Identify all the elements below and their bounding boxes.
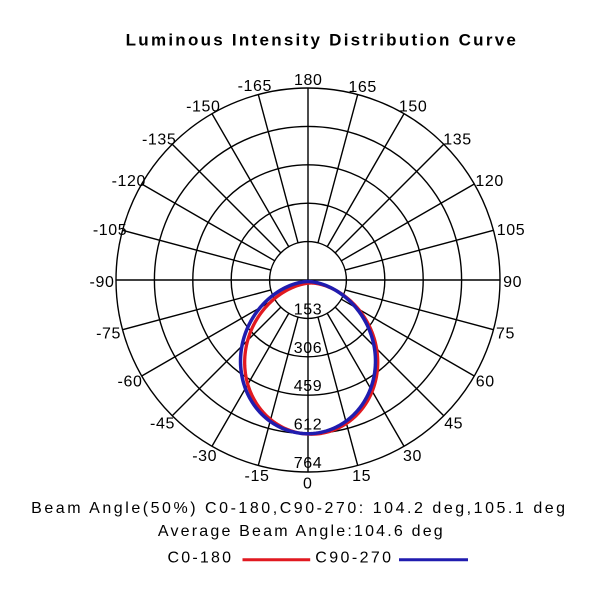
svg-text:Average Beam Angle:104.6 deg: Average Beam Angle:104.6 deg [158,523,445,540]
svg-text:60: 60 [476,373,495,390]
svg-text:612: 612 [294,417,323,434]
svg-text:75: 75 [496,326,515,343]
svg-text:120: 120 [475,173,504,190]
svg-text:Luminous Intensity Distributio: Luminous Intensity Distribution Curve [126,30,518,49]
svg-text:-15: -15 [245,468,270,485]
svg-text:459: 459 [294,378,323,395]
svg-text:C0-180: C0-180 [168,550,234,567]
svg-text:Beam Angle(50%) C0-180,C90-270: Beam Angle(50%) C0-180,C90-270: 104.2 de… [31,500,567,517]
svg-text:150: 150 [399,99,428,116]
svg-text:-60: -60 [118,373,143,390]
svg-text:-105: -105 [93,222,127,239]
svg-text:-30: -30 [192,448,217,465]
svg-text:0: 0 [303,476,313,493]
svg-text:764: 764 [294,455,323,472]
svg-text:-135: -135 [142,131,176,148]
svg-text:-165: -165 [238,78,272,95]
svg-text:45: 45 [444,415,463,432]
svg-text:30: 30 [403,448,422,465]
svg-text:180: 180 [294,72,323,89]
svg-text:15: 15 [352,468,371,485]
svg-text:135: 135 [443,131,472,148]
svg-text:-75: -75 [96,326,121,343]
svg-text:105: 105 [497,222,526,239]
svg-text:-120: -120 [112,173,146,190]
svg-text:165: 165 [348,79,377,96]
svg-text:90: 90 [503,274,522,291]
svg-text:153: 153 [294,301,323,318]
svg-text:-45: -45 [150,416,175,433]
svg-text:C90-270: C90-270 [315,550,393,567]
svg-text:-90: -90 [90,274,115,291]
svg-text:-150: -150 [186,99,220,116]
svg-text:306: 306 [294,340,323,357]
